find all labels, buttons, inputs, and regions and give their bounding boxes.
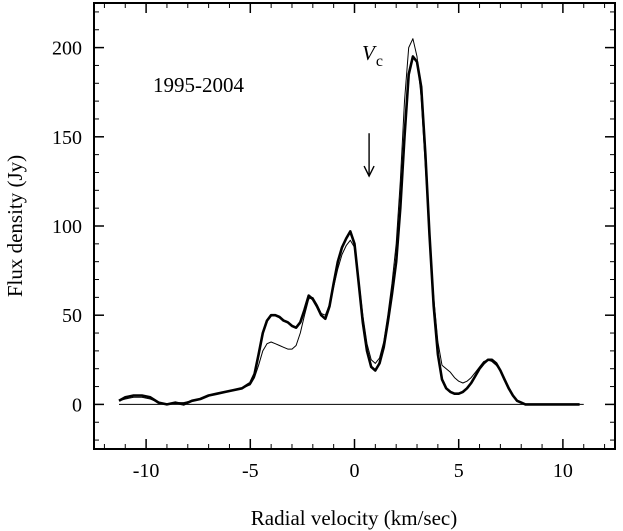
y-tick-label: 150 [52,127,82,149]
x-tick-label: -10 [133,460,160,482]
vc-symbol: V [362,41,377,65]
period-label: 1995-2004 [153,73,244,97]
x-tick-label: -5 [242,460,259,482]
vc-arrow [363,133,375,178]
axis-ticks [94,3,615,449]
series-line-thin [118,38,580,405]
vc-subscript: c [376,53,383,70]
vc-arrow-head [363,165,375,178]
series-layer [118,38,580,406]
y-tick-label: 100 [52,216,82,238]
plot-frame [93,2,616,450]
x-tick-label: 0 [350,460,360,482]
vc-label: Vc [362,41,383,70]
x-tick-label: 10 [553,460,573,482]
y-tick-label: 50 [62,305,82,327]
series-line-thick [118,55,580,406]
x-tick-label: 5 [454,460,464,482]
y-tick-label: 200 [52,38,82,60]
y-axis-title: Flux density (Jy) [3,155,27,297]
x-axis-title: Radial velocity (km/sec) [251,506,457,530]
y-tick-label: 0 [72,394,82,416]
